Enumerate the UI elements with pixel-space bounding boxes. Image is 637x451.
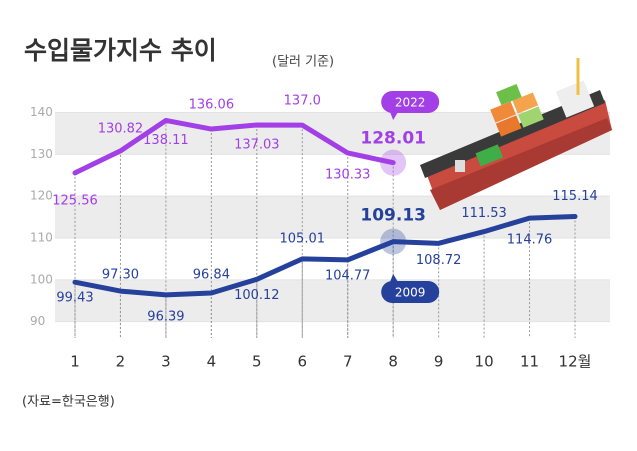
data-label: 100.12 <box>234 288 280 303</box>
x-tick-label: 12월 <box>559 353 592 371</box>
data-label: 105.01 <box>280 231 326 246</box>
data-label: 130.33 <box>325 167 371 182</box>
chart-title: 수입물가지수 추이 <box>24 36 217 65</box>
legend-label: 2022 <box>395 96 426 110</box>
x-tick-label: 2 <box>116 353 126 371</box>
data-label: 109.13 <box>360 206 426 226</box>
data-label: 115.14 <box>552 189 598 204</box>
legend-pill <box>381 281 440 303</box>
series-line <box>72 214 578 298</box>
y-tick-label: 90 <box>30 314 45 328</box>
data-label: 136.06 <box>189 98 235 113</box>
x-tick-label: 3 <box>161 353 171 371</box>
data-label: 114.76 <box>507 233 553 248</box>
y-tick-label: 120 <box>30 189 53 203</box>
data-label: 137.0 <box>284 94 321 109</box>
data-label: 104.77 <box>325 268 371 283</box>
ship-illustration <box>420 58 612 210</box>
y-tick-label: 110 <box>30 231 53 245</box>
x-tick-label: 7 <box>343 353 353 371</box>
data-label: 128.01 <box>360 129 426 149</box>
grid-band <box>55 279 610 322</box>
highlight-point <box>380 149 407 176</box>
x-tick-label: 9 <box>434 353 444 371</box>
x-tick-label: 1 <box>70 353 80 371</box>
data-label: 96.39 <box>147 309 184 324</box>
legend-tail <box>389 274 400 284</box>
data-label: 111.53 <box>461 206 507 221</box>
y-tick-label: 140 <box>30 105 53 119</box>
chart-subtitle: (달러 기준) <box>272 55 334 70</box>
data-label: 130.82 <box>98 121 144 136</box>
data-label: 108.72 <box>416 253 462 268</box>
highlight-point <box>380 228 407 255</box>
data-label: 96.84 <box>193 268 230 283</box>
y-tick-label: 100 <box>30 272 53 286</box>
series-line <box>72 117 396 176</box>
x-tick-label: 5 <box>252 353 262 371</box>
grid-band <box>55 196 610 238</box>
data-label: 137.03 <box>234 137 280 152</box>
data-label: 125.56 <box>52 193 98 208</box>
x-tick-label: 11 <box>520 353 539 371</box>
legend-label: 2009 <box>395 286 426 300</box>
legend-tail <box>389 110 400 120</box>
data-label: 138.11 <box>143 133 189 148</box>
source-note: (자료=한국은행) <box>22 394 115 410</box>
data-label: 97.30 <box>102 268 139 283</box>
x-tick-label: 10 <box>475 353 494 371</box>
legend-pill <box>381 91 440 113</box>
y-tick-label: 130 <box>30 147 53 161</box>
x-tick-label: 6 <box>297 353 307 371</box>
x-tick-label: 8 <box>388 353 398 371</box>
x-tick-label: 4 <box>207 353 217 371</box>
data-label: 99.43 <box>56 291 93 306</box>
